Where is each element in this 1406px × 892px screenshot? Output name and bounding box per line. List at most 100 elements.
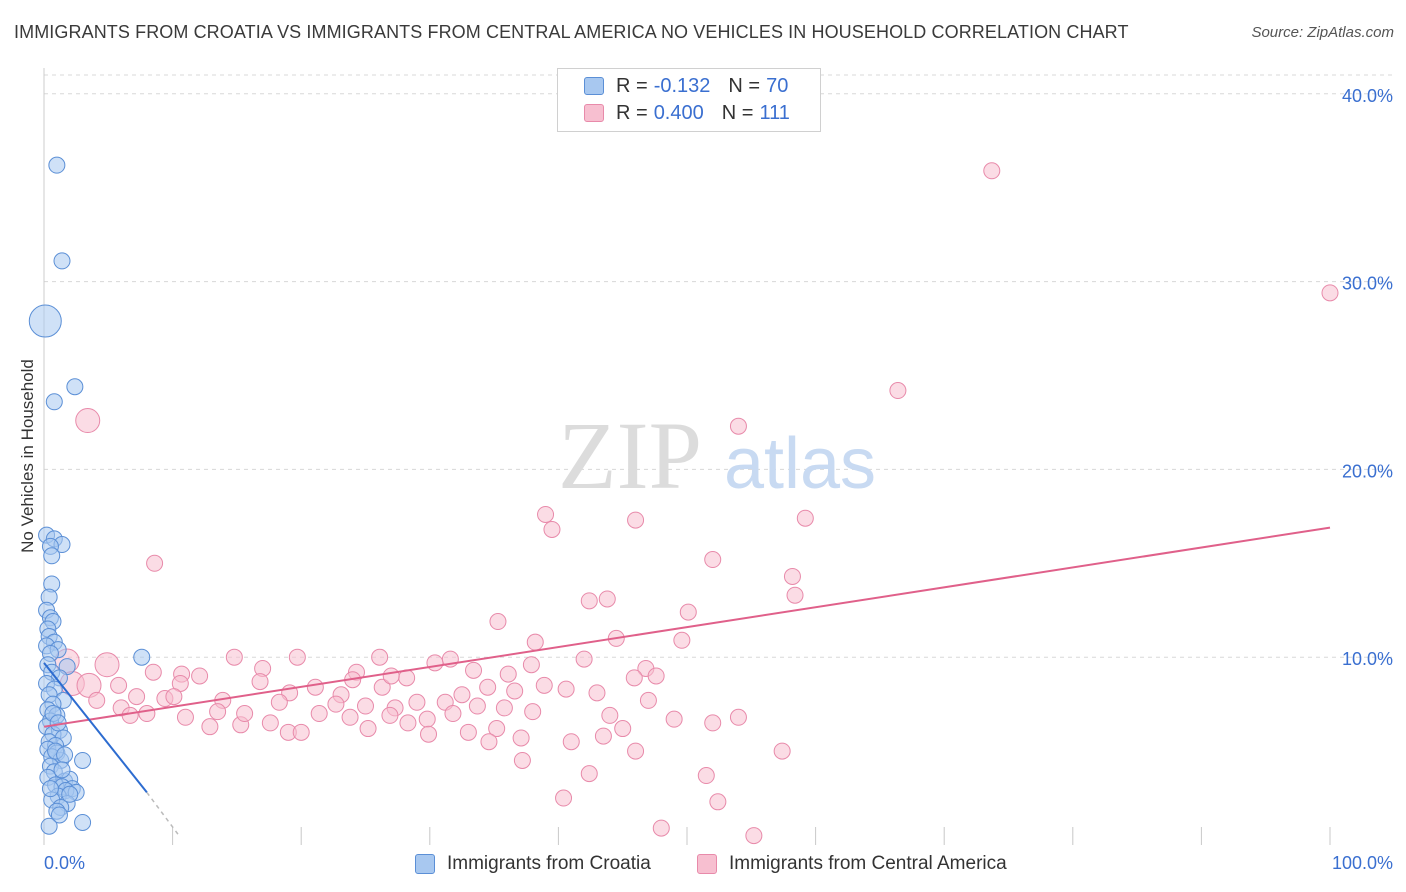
point-central-america bbox=[506, 682, 524, 700]
point-central-america bbox=[357, 697, 374, 715]
point-central-america bbox=[697, 767, 715, 785]
series-croatia bbox=[28, 156, 151, 835]
point-central-america bbox=[371, 648, 389, 666]
point-central-america bbox=[526, 633, 544, 651]
legend-row-croatia: R = -0.132 N = 70 bbox=[584, 74, 788, 98]
point-croatia bbox=[41, 780, 59, 798]
point-croatia bbox=[56, 746, 74, 764]
point-central-america bbox=[1321, 284, 1339, 302]
point-central-america bbox=[614, 720, 632, 738]
point-central-america bbox=[575, 650, 593, 668]
point-croatia bbox=[50, 806, 68, 824]
point-central-america bbox=[562, 733, 580, 751]
point-central-america bbox=[444, 705, 462, 723]
point-central-america bbox=[513, 751, 531, 769]
point-croatia bbox=[28, 304, 62, 338]
point-central-america bbox=[146, 554, 164, 572]
trendline-central-america bbox=[43, 526, 1331, 728]
point-central-america bbox=[465, 661, 483, 679]
point-central-america bbox=[261, 714, 279, 732]
point-central-america bbox=[292, 723, 310, 741]
trendline-croatia bbox=[43, 662, 148, 794]
point-central-america bbox=[201, 718, 219, 736]
point-central-america bbox=[495, 699, 513, 717]
point-central-america bbox=[459, 723, 477, 741]
point-central-america bbox=[652, 819, 670, 837]
grid-lines bbox=[44, 74, 1392, 658]
point-central-america bbox=[580, 592, 598, 610]
y-tick-label: 30.0% bbox=[1342, 274, 1393, 294]
point-central-america bbox=[225, 648, 243, 666]
watermark-atlas: atlas bbox=[724, 424, 876, 504]
point-central-america bbox=[236, 705, 254, 723]
point-central-america bbox=[745, 827, 763, 845]
point-central-america bbox=[251, 673, 269, 691]
point-central-america bbox=[729, 417, 747, 435]
point-central-america bbox=[479, 678, 497, 696]
watermark: ZIP atlas bbox=[558, 402, 876, 509]
point-central-america bbox=[191, 667, 209, 685]
bottom-legend-croatia: Immigrants from Croatia bbox=[415, 850, 651, 878]
point-central-america bbox=[543, 520, 561, 538]
point-central-america bbox=[209, 703, 227, 721]
point-central-america bbox=[889, 382, 907, 400]
point-central-america bbox=[729, 708, 747, 726]
tick-labels: 10.0% 20.0% 30.0% 40.0% 0.0% 100.0% bbox=[44, 86, 1393, 873]
point-croatia bbox=[74, 751, 92, 769]
point-central-america bbox=[557, 680, 575, 698]
point-croatia bbox=[45, 393, 63, 411]
point-central-america bbox=[627, 511, 645, 529]
point-croatia bbox=[53, 252, 71, 270]
point-central-america bbox=[594, 727, 612, 745]
point-central-america bbox=[327, 695, 345, 713]
point-central-america bbox=[138, 705, 156, 723]
legend-r-value: -0.132 bbox=[653, 74, 711, 97]
y-tick-label: 40.0% bbox=[1342, 86, 1393, 106]
point-croatia bbox=[43, 547, 61, 565]
trendline-croatia-extension bbox=[146, 791, 180, 837]
point-central-america bbox=[310, 705, 328, 723]
x-tick-label-max: 100.0% bbox=[1332, 853, 1393, 873]
legend-n-value: 70 bbox=[766, 74, 789, 97]
point-croatia bbox=[61, 785, 79, 803]
point-croatia bbox=[40, 817, 58, 835]
point-central-america bbox=[128, 688, 146, 706]
x-tick-label-min: 0.0% bbox=[44, 853, 85, 873]
point-central-america bbox=[426, 654, 444, 672]
correlation-legend: R = -0.132 N = 70 R = 0.400 N = 111 bbox=[557, 68, 821, 132]
point-central-america bbox=[382, 667, 400, 685]
point-central-america bbox=[359, 720, 377, 738]
legend-r-value: 0.400 bbox=[653, 101, 704, 124]
point-central-america bbox=[306, 678, 324, 696]
legend-n-label: N = bbox=[721, 101, 754, 124]
point-central-america bbox=[679, 603, 697, 621]
point-central-america bbox=[381, 706, 399, 724]
y-axis-label: No Vehicles in Household bbox=[18, 359, 37, 553]
point-central-america bbox=[270, 693, 288, 711]
point-central-america bbox=[796, 509, 814, 527]
legend-n-label: N = bbox=[728, 74, 761, 97]
point-central-america bbox=[673, 631, 691, 649]
point-central-america bbox=[555, 789, 573, 807]
bottom-legend-label-central-america: Immigrants from Central America bbox=[729, 853, 1007, 874]
point-central-america bbox=[488, 720, 506, 738]
bottom-swatch-croatia bbox=[415, 854, 435, 874]
point-croatia bbox=[48, 156, 66, 174]
point-central-america bbox=[165, 688, 183, 706]
point-central-america bbox=[88, 691, 106, 709]
chart-title: IMMIGRANTS FROM CROATIA VS IMMIGRANTS FR… bbox=[14, 22, 1129, 42]
point-central-america bbox=[535, 676, 553, 694]
legend-swatch-central-america bbox=[584, 104, 604, 122]
point-central-america bbox=[983, 162, 1001, 180]
point-croatia bbox=[133, 648, 151, 666]
bottom-legend-label-croatia: Immigrants from Croatia bbox=[447, 853, 651, 874]
point-central-america bbox=[522, 656, 540, 674]
legend-row-central-america: R = 0.400 N = 111 bbox=[584, 101, 790, 125]
point-central-america bbox=[625, 669, 643, 687]
point-central-america bbox=[665, 710, 683, 728]
point-croatia bbox=[53, 761, 71, 779]
point-central-america bbox=[121, 706, 139, 724]
legend-swatch-croatia bbox=[584, 77, 604, 95]
point-central-america bbox=[588, 684, 606, 702]
